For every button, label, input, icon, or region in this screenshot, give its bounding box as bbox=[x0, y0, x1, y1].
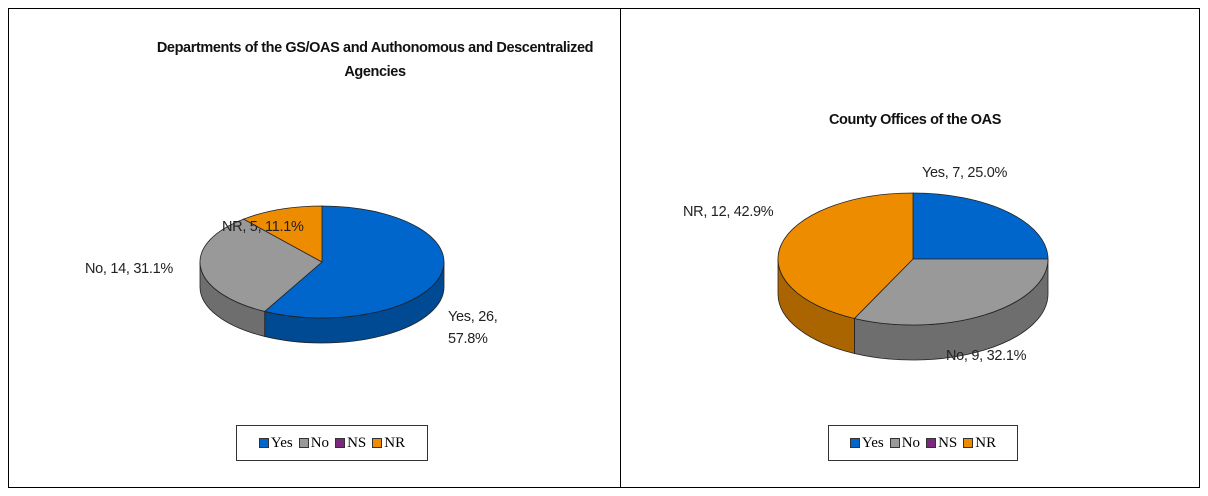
pie-slice bbox=[199, 218, 323, 312]
legend-swatch bbox=[258, 438, 269, 448]
legend-item: NS bbox=[335, 435, 366, 452]
legend: Yes No NS NR bbox=[828, 425, 1018, 461]
legend-swatch bbox=[335, 438, 346, 448]
table-border bbox=[8, 8, 1200, 488]
legend-swatch bbox=[963, 438, 974, 448]
data-label: NR, 5, 11.1% bbox=[222, 219, 304, 235]
data-label: NR, 12, 42.9% bbox=[683, 204, 774, 220]
data-label: Yes, 26, 57.8% bbox=[448, 309, 498, 347]
pie-slice bbox=[777, 192, 914, 319]
legend-label: NR bbox=[384, 434, 406, 451]
legend-item: NS bbox=[926, 435, 957, 452]
legend-label: No bbox=[310, 434, 330, 451]
legend-label: NS bbox=[347, 434, 367, 451]
pie-slice bbox=[263, 205, 445, 319]
legend-label: No bbox=[901, 434, 921, 451]
legend-label: Yes bbox=[861, 434, 884, 451]
chart-title: County Offices of the OAS bbox=[828, 112, 1002, 128]
legend-swatch bbox=[849, 438, 860, 448]
legend-item: Yes bbox=[258, 434, 293, 452]
legend-item: Yes bbox=[849, 434, 884, 452]
pie-slice bbox=[912, 192, 1049, 260]
data-label: Yes, 7, 25.0% bbox=[922, 165, 1008, 181]
chart-title: Departments of the GS/OAS and Authonomou… bbox=[156, 40, 594, 80]
legend: Yes No NS NR bbox=[236, 425, 428, 461]
legend-item: No bbox=[298, 434, 330, 452]
legend-item: NR bbox=[372, 435, 405, 452]
legend-swatch bbox=[372, 438, 383, 448]
legend-item: NR bbox=[963, 435, 996, 452]
legend-swatch bbox=[298, 438, 309, 448]
legend-label: Yes bbox=[270, 434, 293, 451]
legend-label: NS bbox=[938, 434, 958, 451]
legend-label: NR bbox=[975, 434, 997, 451]
pie-slice bbox=[853, 258, 1049, 326]
legend-item: No bbox=[889, 434, 921, 452]
data-label: No, 9, 32.1% bbox=[946, 348, 1027, 364]
data-label: No, 14, 31.1% bbox=[85, 261, 173, 277]
legend-swatch bbox=[926, 438, 937, 448]
legend-swatch bbox=[889, 438, 900, 448]
pie-slice bbox=[242, 205, 323, 263]
